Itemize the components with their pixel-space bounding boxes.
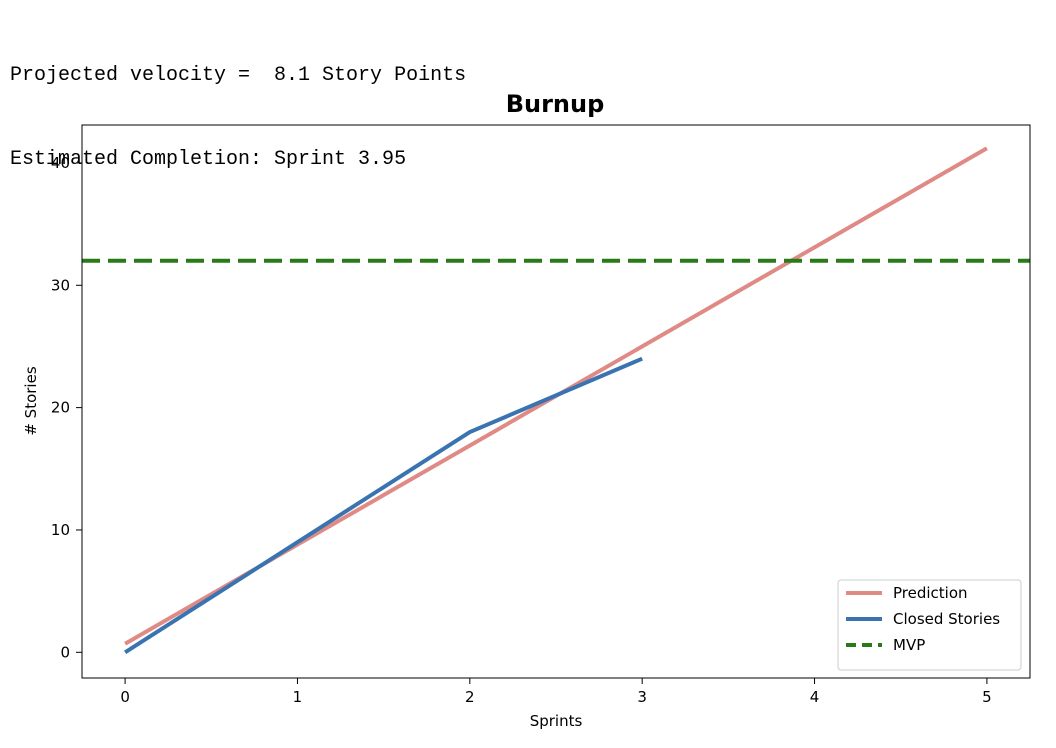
series-layer <box>82 146 1030 654</box>
x-tick-label: 5 <box>982 688 992 706</box>
y-tick-label: 0 <box>60 643 70 661</box>
legend-label-prediction: Prediction <box>893 584 968 602</box>
completion-line: Estimated Completion: Sprint 3.95 <box>10 148 407 171</box>
legend-label-mvp: MVP <box>893 636 925 654</box>
closed-stories-line <box>124 356 643 654</box>
x-tick-label: 1 <box>293 688 303 706</box>
x-tick-label: 0 <box>120 688 130 706</box>
chart-title: Burnup <box>506 90 605 118</box>
legend-box <box>837 579 1022 671</box>
y-tick-label: 30 <box>51 276 70 294</box>
velocity-line: Projected velocity = 8.1 Story Points <box>10 64 467 87</box>
y-tick-label: 20 <box>51 399 70 417</box>
x-axis-ticks: 0 1 2 3 4 5 <box>120 678 992 706</box>
x-axis-label: Sprints <box>530 712 583 730</box>
y-tick-label: 40 <box>51 154 70 172</box>
cell-output-text: Projected velocity = 8.1 Story Points Es… <box>10 6 466 202</box>
x-tick-label: 2 <box>465 688 475 706</box>
x-tick-label: 3 <box>637 688 647 706</box>
y-tick-label: 10 <box>51 521 70 539</box>
y-axis-ticks: 0 10 20 30 40 <box>51 154 82 661</box>
y-axis-label: # Stories <box>22 366 40 435</box>
legend: Prediction Closed Stories MVP <box>837 579 1022 671</box>
x-tick-label: 4 <box>810 688 820 706</box>
legend-label-closed-stories: Closed Stories <box>893 610 1000 628</box>
plot-frame <box>81 124 1031 679</box>
